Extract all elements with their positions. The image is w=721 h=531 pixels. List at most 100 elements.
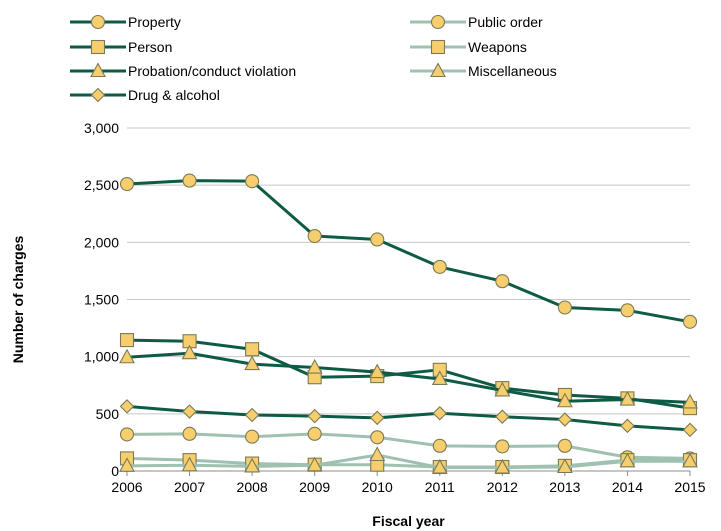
legend-label: Weapons xyxy=(468,39,527,55)
legend-label: Property xyxy=(128,14,181,30)
x-tick-label: 2012 xyxy=(487,479,518,495)
data-point-drug-alcohol xyxy=(495,409,510,424)
x-axis: 2006 2007 2008 2009 2010 2011 2012 2013 2014 2015 xyxy=(111,470,706,495)
legend-marker xyxy=(430,39,446,55)
series-probation-conduct-violation xyxy=(119,344,698,409)
data-point-property xyxy=(245,174,260,189)
y-tick-label: 1,500 xyxy=(84,292,119,308)
x-tick-label: 2007 xyxy=(174,479,205,495)
legend-marker xyxy=(430,62,446,78)
data-point-property xyxy=(620,303,635,318)
series-group xyxy=(119,173,698,475)
data-point-drug-alcohol xyxy=(620,418,635,434)
data-point-probation-conduct-violation xyxy=(244,355,261,371)
data-point-property xyxy=(182,173,197,188)
data-point-property xyxy=(432,259,447,274)
series-miscellaneous xyxy=(119,446,698,474)
data-point-miscellaneous xyxy=(431,458,448,474)
data-point-public-order xyxy=(432,438,447,453)
x-axis-title: Fiscal year xyxy=(372,513,445,529)
legend-item: Drug & alcohol xyxy=(70,87,220,103)
data-point-miscellaneous xyxy=(682,452,698,468)
series-line-miscellaneous xyxy=(126,453,690,470)
legend-label: Person xyxy=(128,39,172,55)
y-tick-label: 2,000 xyxy=(84,234,119,250)
data-point-public-order xyxy=(495,439,510,454)
x-tick-label: 2013 xyxy=(549,479,580,495)
legend-marker xyxy=(90,62,106,78)
data-point-miscellaneous xyxy=(369,446,386,462)
data-point-probation-conduct-violation xyxy=(556,392,573,408)
x-tick-label: 2009 xyxy=(299,479,330,495)
legend-label: Probation/conduct violation xyxy=(128,63,296,79)
data-point-property xyxy=(495,274,510,289)
data-point-drug-alcohol xyxy=(307,408,322,424)
series-line-public-order xyxy=(126,432,691,460)
legend-marker xyxy=(430,14,446,30)
data-point-person xyxy=(245,342,260,357)
data-point-miscellaneous xyxy=(181,456,198,472)
data-point-miscellaneous xyxy=(244,457,261,473)
legend-item: Person xyxy=(70,39,172,55)
legend-item: Probation/conduct violation xyxy=(70,62,296,79)
data-point-drug-alcohol xyxy=(119,399,135,414)
data-point-public-order xyxy=(182,426,197,441)
x-tick-label: 2008 xyxy=(237,479,268,495)
data-point-drug-alcohol xyxy=(432,405,448,421)
legend-item: Miscellaneous xyxy=(410,62,557,79)
data-point-drug-alcohol xyxy=(182,404,197,419)
series-line-probation-conduct-violation xyxy=(126,351,691,404)
x-tick-label: 2010 xyxy=(362,479,393,495)
data-point-miscellaneous xyxy=(556,458,573,474)
legend-marker xyxy=(90,87,106,103)
y-tick-label: 1,000 xyxy=(84,349,119,365)
data-point-probation-conduct-violation xyxy=(619,390,636,406)
legend: Property Person Probation/conduct violatio… xyxy=(70,14,557,103)
data-point-public-order xyxy=(557,438,572,453)
legend-label: Drug & alcohol xyxy=(128,87,220,103)
data-point-public-order xyxy=(307,426,322,441)
data-point-probation-conduct-violation xyxy=(682,393,698,409)
series-line-property xyxy=(126,179,691,324)
data-point-public-order xyxy=(119,427,135,442)
data-point-miscellaneous xyxy=(619,452,636,468)
y-axis-tick-labels: 0 500 1,000 1,500 2,000 2,500 3,000 xyxy=(84,120,119,479)
series-line-person xyxy=(126,338,691,410)
data-point-miscellaneous xyxy=(494,458,511,474)
data-point-drug-alcohol xyxy=(244,407,260,423)
data-point-probation-conduct-violation xyxy=(369,363,386,379)
y-axis-title: Number of charges xyxy=(10,235,26,363)
data-point-miscellaneous xyxy=(306,456,323,472)
data-point-public-order xyxy=(370,430,385,445)
data-point-person xyxy=(119,333,135,348)
x-tick-label: 2015 xyxy=(674,479,705,495)
data-point-drug-alcohol xyxy=(557,412,573,427)
legend-item: Public order xyxy=(410,14,543,30)
series-line-drug-alcohol xyxy=(126,404,691,432)
y-tick-label: 500 xyxy=(96,406,120,422)
data-point-probation-conduct-violation xyxy=(119,348,135,364)
data-point-probation-conduct-violation xyxy=(181,344,198,360)
data-point-property xyxy=(557,300,572,315)
data-point-property xyxy=(682,314,698,329)
data-point-probation-conduct-violation xyxy=(494,381,511,397)
data-point-property xyxy=(370,232,385,247)
legend-item: Property xyxy=(70,14,181,30)
x-tick-label: 2006 xyxy=(111,479,142,495)
data-point-probation-conduct-violation xyxy=(431,370,448,386)
y-tick-label: 2,500 xyxy=(84,177,119,193)
data-point-drug-alcohol xyxy=(369,410,385,426)
gridlines xyxy=(127,127,690,415)
x-tick-label: 2011 xyxy=(425,479,455,495)
legend-marker xyxy=(90,14,106,30)
legend-label: Public order xyxy=(468,14,543,30)
data-point-property xyxy=(307,228,322,244)
data-point-miscellaneous xyxy=(119,457,135,472)
series-property xyxy=(119,173,698,329)
data-point-probation-conduct-violation xyxy=(306,358,323,374)
series-drug-alcohol xyxy=(119,399,698,438)
y-tick-label: 3,000 xyxy=(84,120,119,136)
data-point-property xyxy=(119,176,135,192)
legend-item: Weapons xyxy=(410,39,527,55)
